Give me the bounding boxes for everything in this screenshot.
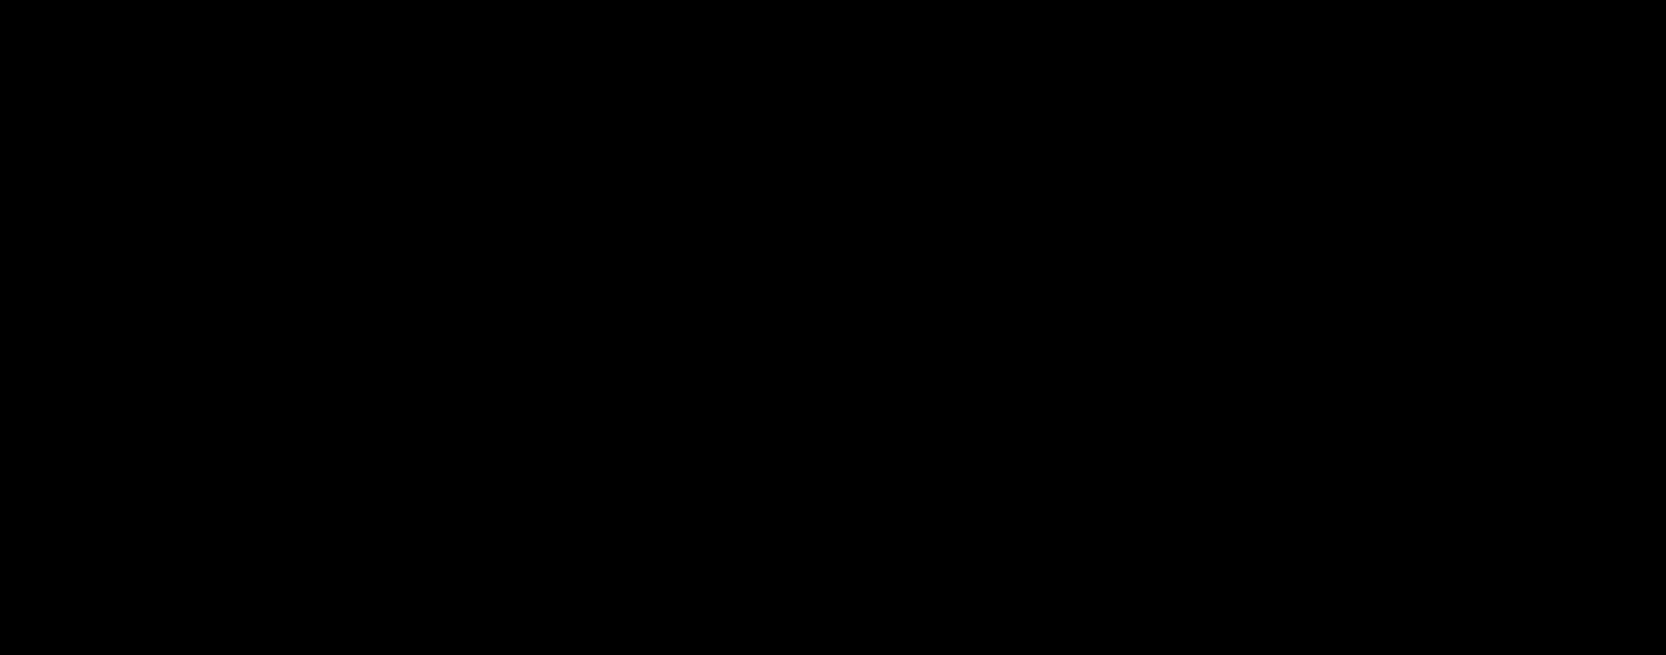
connector-layer bbox=[0, 0, 1666, 655]
